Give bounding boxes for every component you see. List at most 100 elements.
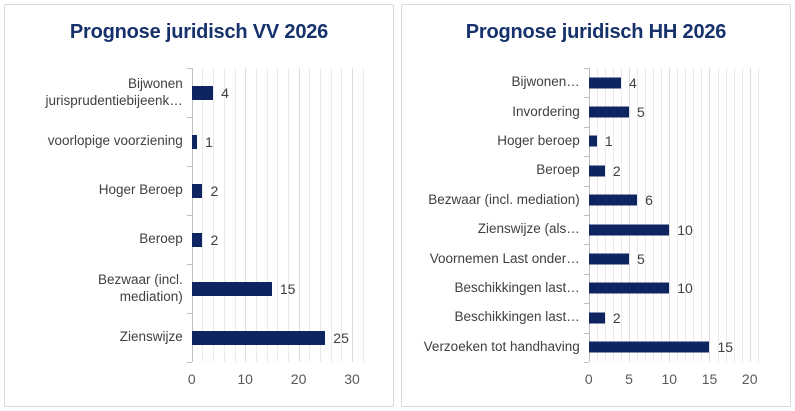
- gridline: [701, 68, 703, 362]
- chart-row: Zienswijze 25: [120, 313, 367, 362]
- axis-tick-mark: [186, 362, 192, 363]
- gridline: [733, 68, 735, 362]
- axis-tick-mark: [583, 126, 589, 128]
- gridline: [677, 68, 679, 362]
- gridline: [661, 68, 663, 362]
- gridline: [277, 68, 279, 362]
- bar: [588, 77, 621, 89]
- category-label: Bijwonen jurisprudentiebijeenk…: [45, 75, 183, 108]
- gridline: [202, 68, 204, 362]
- category-label: voorlopige voorziening: [47, 133, 183, 149]
- gridline: [637, 68, 639, 362]
- gridline: [749, 68, 751, 362]
- axis-tick-mark: [186, 264, 192, 265]
- bar: [588, 282, 670, 294]
- x-axis-tick-label: 20: [741, 371, 758, 387]
- axis-tick-mark: [186, 117, 192, 118]
- category-label: Bijwonen…: [511, 74, 580, 90]
- gridline: [709, 68, 711, 362]
- chart-card-vv-2026: Prognose juridisch VV 2026 Bijwonen juri…: [4, 4, 394, 407]
- gridline: [757, 68, 759, 362]
- gridline: [298, 68, 300, 362]
- x-axis-tick-label: 30: [344, 371, 360, 387]
- gridline: [725, 68, 727, 362]
- axis-tick-mark: [583, 215, 589, 216]
- category-label: Invordering: [512, 103, 580, 119]
- chart-row: Beroep 2: [536, 156, 764, 185]
- axis-tick-mark: [583, 332, 589, 334]
- value-label: 2: [612, 162, 621, 179]
- gridline: [266, 68, 268, 362]
- bar: [191, 183, 203, 198]
- x-axis-tick-label: 10: [661, 371, 678, 387]
- gridline: [223, 68, 225, 362]
- chart-row: Hoger Beroep 2: [99, 166, 367, 215]
- x-axis-tick-label: 0: [584, 371, 593, 387]
- axis-tick-mark: [583, 156, 589, 158]
- axis-tick-mark: [186, 166, 192, 167]
- bar: [191, 134, 198, 149]
- chart-row: Voornemen Last onder… 5: [430, 244, 764, 273]
- gridline: [255, 68, 257, 362]
- category-label: Beroep: [139, 231, 183, 247]
- category-label: Verzoeken tot handhaving: [423, 338, 580, 354]
- x-axis-tick-label: 10: [237, 371, 253, 387]
- plot-area-vv: Bijwonen jurisprudentiebijeenk… 4 voorlopi…: [45, 68, 367, 387]
- chart-row: Zienswijze (als… 10: [478, 215, 764, 244]
- gridline: [612, 68, 614, 362]
- gridline: [653, 68, 655, 362]
- bar: [588, 106, 630, 118]
- chart-row: Beschikkingen last… 10: [454, 274, 764, 303]
- gridline: [741, 68, 743, 362]
- chart-row: Bijwonen… 4: [512, 68, 764, 97]
- value-label: 15: [717, 339, 734, 356]
- value-label: 4: [221, 84, 229, 101]
- value-label: 1: [604, 133, 613, 150]
- category-label: Bezwaar (incl. mediation): [98, 271, 183, 304]
- x-axis-tick-label: 15: [701, 371, 718, 387]
- gridline: [717, 68, 719, 362]
- category-label: Zienswijze (als…: [477, 221, 580, 237]
- chart-row: Bezwaar (incl. mediation) 6: [428, 186, 764, 215]
- gridline: [319, 68, 321, 362]
- category-label: Beschikkingen last…: [454, 280, 580, 296]
- chart-row: Verzoeken tot handhaving 15: [424, 333, 764, 362]
- chart-title-vv: Prognose juridisch VV 2026: [69, 21, 329, 43]
- bar: [191, 232, 203, 247]
- gridline: [309, 68, 311, 362]
- bar: [588, 135, 597, 147]
- gridline: [362, 68, 364, 362]
- value-label: 10: [677, 221, 693, 238]
- category-axis-line: [588, 68, 590, 362]
- axis-tick-mark: [583, 273, 589, 275]
- gridline: [330, 68, 332, 362]
- gridline: [645, 68, 647, 362]
- chart-row: Hoger beroep 1: [497, 127, 764, 156]
- value-label: 2: [210, 231, 219, 248]
- chart-row: Bijwonen jurisprudentiebijeenk… 4: [45, 68, 367, 117]
- chart-row: Beschikkingen last… 2: [454, 303, 764, 332]
- bar-chart-hh: Bijwonen… 4 Invordering 5 Hoger beroep 1 Beroe…: [416, 68, 776, 396]
- axis-tick-mark: [583, 68, 589, 69]
- gridline: [693, 68, 695, 362]
- category-axis-line: [191, 68, 193, 362]
- x-axis-tick-label: 0: [187, 371, 196, 387]
- gridline: [213, 68, 215, 362]
- gridline: [351, 68, 353, 362]
- gridline: [629, 68, 631, 362]
- bar: [588, 253, 630, 265]
- bar: [588, 224, 670, 236]
- axis-tick-mark: [583, 97, 589, 99]
- gridline: [620, 68, 622, 362]
- axis-tick-mark: [583, 362, 589, 363]
- axis-tick-mark: [583, 244, 589, 246]
- chart-title-hh: Prognose juridisch HH 2026: [465, 21, 727, 43]
- bar: [588, 165, 605, 177]
- gridline: [604, 68, 606, 362]
- category-label: Beroep: [536, 162, 580, 178]
- x-axis-tick-label: 5: [625, 371, 633, 387]
- bar: [588, 341, 710, 353]
- axis-tick-mark: [186, 68, 192, 69]
- bar-chart-vv: Bijwonen jurisprudentiebijeenk… 4 voorlopi…: [19, 68, 379, 396]
